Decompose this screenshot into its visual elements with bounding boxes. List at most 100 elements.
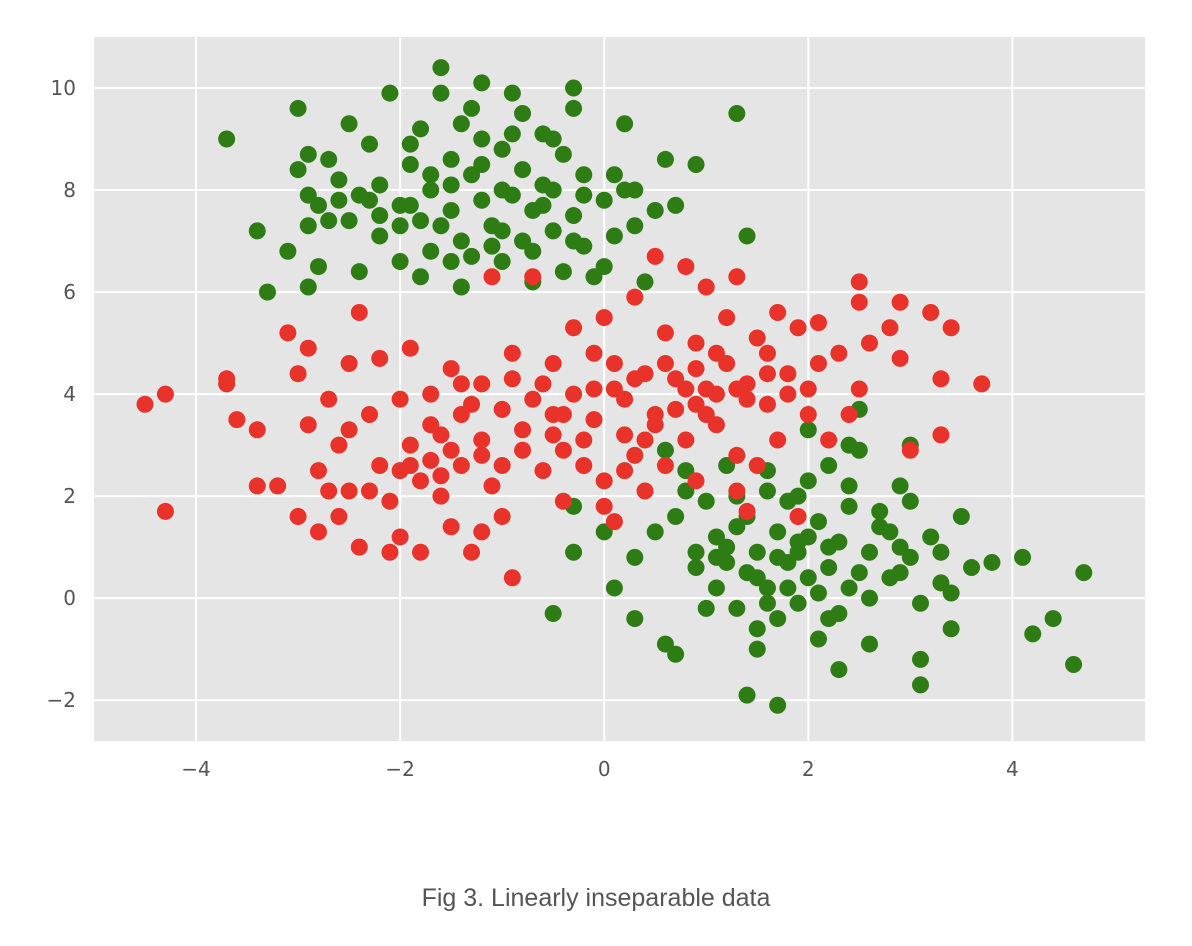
figure-caption: Fig 3. Linearly inseparable data: [421, 884, 771, 912]
y-tick-label: 10: [51, 76, 76, 100]
data-point: [330, 508, 348, 526]
data-point: [697, 492, 715, 510]
data-point: [687, 559, 705, 577]
data-point: [626, 446, 644, 464]
data-point: [626, 610, 644, 628]
data-point: [616, 115, 634, 133]
data-point: [258, 283, 276, 301]
data-point: [728, 518, 746, 536]
data-point: [626, 288, 644, 306]
data-point: [473, 375, 491, 393]
data-point: [932, 543, 950, 561]
data-point: [779, 365, 797, 383]
data-point: [799, 472, 817, 490]
data-point: [381, 543, 399, 561]
data-point: [769, 610, 787, 628]
data-point: [728, 268, 746, 286]
data-point: [707, 385, 725, 403]
data-point: [840, 406, 858, 424]
data-point: [473, 74, 491, 92]
data-point: [809, 630, 827, 648]
data-point: [483, 477, 501, 495]
data-point: [636, 431, 654, 449]
data-point: [565, 232, 583, 250]
data-point: [269, 477, 287, 495]
data-point: [820, 559, 838, 577]
data-point: [544, 222, 562, 240]
data-point: [667, 508, 685, 526]
data-point: [718, 309, 736, 327]
data-point: [646, 523, 664, 541]
data-point: [738, 502, 756, 520]
data-point: [534, 176, 552, 194]
data-point: [626, 548, 644, 566]
data-point: [473, 130, 491, 148]
data-point: [442, 176, 460, 194]
data-point: [524, 390, 542, 408]
data-point: [942, 620, 960, 638]
data-point: [412, 543, 430, 561]
data-point: [626, 181, 644, 199]
data-point: [218, 130, 236, 148]
data-point: [442, 252, 460, 270]
data-point: [656, 150, 674, 168]
data-point: [687, 543, 705, 561]
data-point: [381, 492, 399, 510]
data-point: [656, 441, 674, 459]
data-point: [799, 406, 817, 424]
y-tick-label: −2: [47, 688, 76, 712]
data-point: [912, 594, 930, 612]
data-point: [677, 258, 695, 276]
data-point: [422, 166, 440, 184]
data-point: [728, 105, 746, 123]
data-point: [585, 268, 603, 286]
data-point: [279, 324, 297, 342]
data-point: [452, 115, 470, 133]
data-point: [952, 508, 970, 526]
data-point: [432, 84, 450, 102]
data-point: [840, 497, 858, 515]
data-point: [330, 436, 348, 454]
data-point: [575, 457, 593, 475]
data-point: [503, 569, 521, 587]
data-point: [452, 375, 470, 393]
data-point: [748, 620, 766, 638]
series-1: [136, 247, 991, 587]
data-point: [758, 482, 776, 500]
data-point: [677, 380, 695, 398]
y-tick-label: 6: [63, 280, 76, 304]
data-point: [371, 207, 389, 225]
data-point: [463, 395, 481, 413]
data-point: [983, 553, 1001, 571]
data-point: [840, 477, 858, 495]
data-point: [769, 548, 787, 566]
data-point: [616, 390, 634, 408]
data-point: [452, 457, 470, 475]
data-point: [473, 446, 491, 464]
x-tick-label: −2: [385, 757, 414, 781]
data-point: [412, 472, 430, 490]
data-point: [391, 528, 409, 546]
data-point: [361, 191, 379, 209]
data-point: [432, 487, 450, 505]
data-point: [554, 492, 572, 510]
data-point: [279, 242, 297, 260]
data-point: [595, 472, 613, 490]
data-point: [309, 462, 327, 480]
data-point: [850, 564, 868, 582]
data-point: [493, 181, 511, 199]
data-point: [901, 441, 919, 459]
data-point: [912, 676, 930, 694]
data-point: [891, 538, 909, 556]
data-point: [473, 431, 491, 449]
data-point: [850, 380, 868, 398]
data-point: [340, 115, 358, 133]
data-point: [809, 584, 827, 602]
data-point: [432, 467, 450, 485]
data-point: [452, 278, 470, 296]
data-point: [728, 482, 746, 500]
data-point: [687, 156, 705, 174]
data-point: [463, 247, 481, 265]
y-tick-label: 4: [63, 382, 76, 406]
data-point: [840, 579, 858, 597]
